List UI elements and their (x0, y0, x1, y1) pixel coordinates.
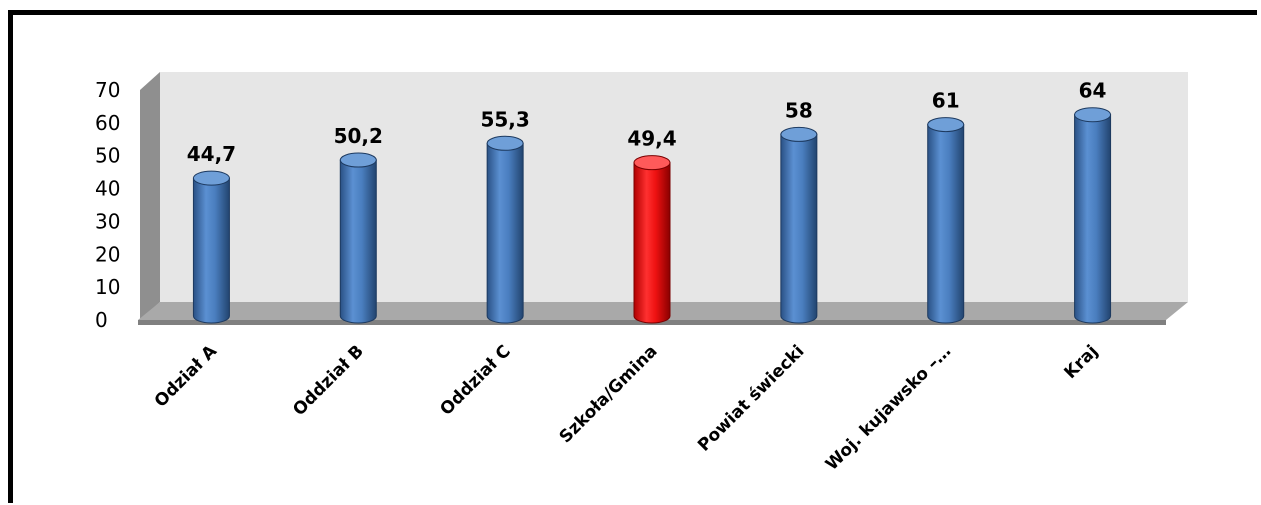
side-wall (140, 72, 160, 320)
y-tick-label: 70 (95, 78, 120, 102)
bar (486, 135, 524, 324)
chart-frame (8, 10, 1257, 503)
x-tick-label: Oddział B (289, 341, 368, 420)
x-tick-label: Szkoła/Gmina (556, 341, 662, 447)
x-tick-label: Powiat świecki (694, 341, 808, 455)
bar-body (927, 124, 965, 324)
bar-top (927, 117, 965, 133)
data-label: 58 (785, 98, 813, 122)
bar-body (633, 162, 671, 324)
data-label: 61 (932, 89, 960, 113)
bar (1074, 107, 1112, 324)
bar-top (192, 170, 230, 186)
bar (633, 155, 671, 324)
y-tick-label: 10 (95, 275, 120, 299)
bar-top (780, 126, 818, 142)
x-tick-label: Odział A (151, 341, 222, 412)
bar-body (486, 142, 524, 324)
bar-top (633, 155, 671, 171)
data-label: 64 (1079, 79, 1107, 103)
bar (339, 152, 377, 324)
bar-body (780, 133, 818, 324)
bar-top (1074, 107, 1112, 123)
data-label: 49,4 (627, 127, 676, 151)
y-tick-label: 20 (95, 242, 120, 266)
x-tick-label: Woj. kujawsko –… (822, 341, 955, 474)
data-label: 50,2 (334, 124, 383, 148)
x-tick-label: Kraj (1060, 341, 1102, 383)
back-wall (160, 72, 1188, 302)
bar (927, 117, 965, 324)
bar-body (339, 159, 377, 324)
bar-body (1074, 114, 1112, 324)
y-tick-label: 0 (95, 308, 108, 332)
bar-top (339, 152, 377, 168)
y-tick-label: 50 (95, 144, 120, 168)
y-tick-label: 60 (95, 111, 120, 135)
data-label: 44,7 (187, 142, 236, 166)
data-label: 55,3 (480, 107, 529, 131)
x-tick-label: Oddział C (436, 341, 514, 419)
y-tick-label: 30 (95, 209, 120, 233)
bar-top (486, 135, 524, 151)
bar (780, 126, 818, 324)
bar-body (192, 177, 230, 324)
bar (192, 170, 230, 324)
y-tick-label: 40 (95, 177, 120, 201)
